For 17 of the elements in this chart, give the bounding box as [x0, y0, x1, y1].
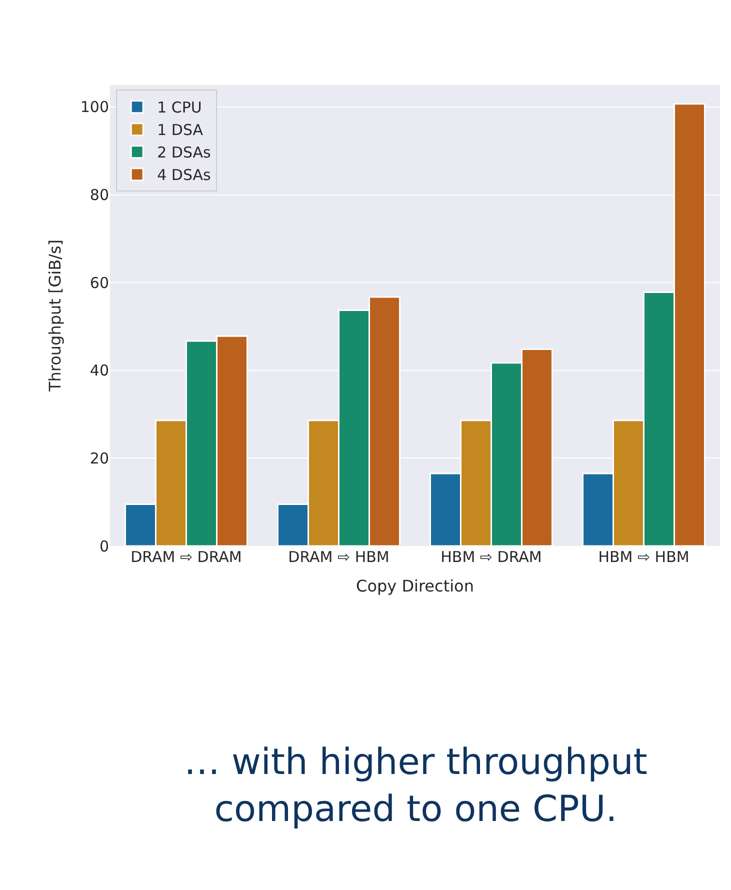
x-tick-label: DRAM ⇨ HBM	[288, 548, 390, 566]
legend-label: 1 CPU	[157, 98, 202, 117]
x-axis-title: Copy Direction	[356, 576, 474, 596]
y-tick-label: 60	[90, 274, 109, 292]
x-tick-label: HBM ⇨ HBM	[598, 548, 690, 566]
text: … with higher throughput compared to one CPU.	[184, 742, 648, 830]
y-tick-label: 20	[90, 449, 109, 468]
legend-label: 4 DSAs	[157, 166, 212, 184]
x-tick-label: DRAM ⇨ DRAM	[130, 548, 242, 566]
y-axis-title: Throughput [GiB/s]	[45, 239, 64, 393]
y-tick-label: 40	[90, 362, 109, 380]
x-tick-label: HBM ⇨ DRAM	[440, 548, 542, 566]
y-tick-label: 0	[99, 537, 109, 556]
legend-label: 2 DSAs	[157, 144, 212, 162]
legend-label: 1 DSA	[157, 121, 204, 140]
y-tick-label: 100	[80, 98, 109, 116]
y-tick-label: 80	[90, 186, 109, 204]
